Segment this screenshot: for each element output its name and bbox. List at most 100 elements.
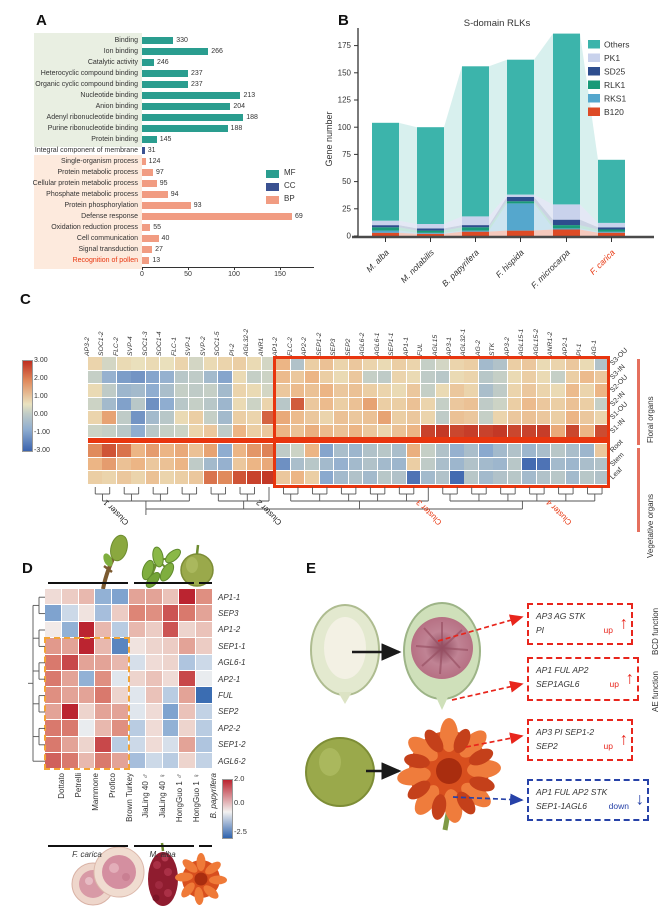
go-term-bar: [142, 59, 154, 66]
d-heatmap-cell: [145, 589, 162, 605]
b-legend-swatch: [588, 107, 600, 116]
c-heatmap-cell: [565, 411, 580, 424]
c-heatmap-cell: [551, 444, 565, 457]
go-term-count: 145: [159, 136, 172, 143]
c-heatmap-cell: [377, 397, 392, 411]
stacked-bar-segment-SD25: [462, 225, 489, 228]
c-heatmap-cell: [189, 424, 203, 438]
d-heatmap-cell: [129, 621, 145, 638]
d-heatmap-cell: [95, 736, 112, 752]
c-heatmap-cell: [450, 444, 464, 457]
c-heatmap-cell: [363, 357, 377, 370]
c-heatmap-cell: [435, 411, 450, 424]
stacked-bar-segment-RKS1: [507, 203, 534, 231]
c-heatmap-cell: [348, 457, 363, 471]
c-heatmap-cell: [580, 370, 594, 384]
c-heatmap-cell: [478, 357, 493, 370]
c-heatmap-cell: [450, 357, 464, 370]
flow-band-B120: [399, 232, 417, 236]
stacked-bar-segment-SD25: [598, 227, 625, 230]
flow-band-Others: [489, 59, 507, 217]
c-heatmap-cell: [580, 444, 594, 457]
c-heatmap-cell: [334, 444, 348, 457]
c-heatmap-cell: [116, 357, 131, 370]
gene-set-line: AP1 FUL AP2 STK: [536, 787, 608, 797]
c-heatmap-cell: [522, 384, 536, 397]
d-heatmap-cell: [196, 654, 212, 670]
d-heatmap-cell: [179, 638, 196, 654]
b-y-tick-label: 175: [338, 41, 352, 50]
c-heatmap-cell: [145, 457, 160, 471]
go-term-label: Binding: [114, 37, 138, 44]
d-heatmap-cell: [179, 671, 196, 687]
c-heatmap-cell: [551, 457, 565, 471]
go-term-count: 97: [156, 169, 164, 176]
gene-set-box: AP1 FUL AP2 STK SEP1-1AGL6 down ↓: [527, 779, 649, 821]
c-heatmap-cell: [174, 384, 189, 397]
d-heatmap-cell: [196, 638, 212, 654]
c-heatmap-cell: [551, 357, 565, 370]
go-term-label: Protein phosphorylation: [64, 202, 138, 209]
go-term-bar: [142, 70, 188, 77]
stacked-bar-segment-SD25: [372, 225, 399, 228]
c-heatmap-cell: [478, 384, 493, 397]
flow-band-RLK1: [444, 227, 462, 233]
flow-band-SD25: [534, 196, 553, 226]
d-heatmap-cell: [78, 736, 95, 752]
c-heatmap-cell: [421, 357, 435, 370]
go-term-count: 213: [243, 92, 256, 99]
regulation-tag: up: [603, 625, 613, 636]
d-row-label: SEP1-2: [218, 740, 246, 750]
stacked-bar-segment-RKS1: [462, 230, 489, 232]
d-heatmap-cell: [112, 638, 128, 654]
a-x-axis-tick: [280, 267, 281, 270]
c-heatmap-cell: [450, 471, 464, 484]
flow-band-Others: [534, 33, 553, 205]
d-heatmap-cell: [196, 671, 212, 687]
c-heatmap-cell: [580, 397, 594, 411]
c-heatmap-cell: [551, 397, 565, 411]
d-heatmap-cell: [162, 621, 179, 638]
c-heatmap-cell: [565, 397, 580, 411]
d-top-group-bar: [134, 581, 194, 584]
c-heatmap-cell: [305, 411, 319, 424]
c-heatmap-cell: [348, 471, 363, 484]
bcd-function-label: BCD function: [651, 607, 660, 655]
d-heatmap-cell: [179, 654, 196, 670]
c-heatmap-cell: [522, 397, 536, 411]
d-row-label: AGL6-1: [218, 658, 246, 668]
c-heatmap-cell: [189, 397, 203, 411]
go-term-count: 246: [156, 59, 169, 66]
d-heatmap-cell: [129, 589, 145, 605]
c-heatmap-cell: [421, 471, 435, 484]
go-term-label: Cell communication: [76, 235, 138, 242]
c-heatmap-cell: [406, 444, 421, 457]
flow-band-PK1: [580, 204, 598, 228]
c-heatmap-cell: [478, 411, 493, 424]
c-heatmap-cell: [565, 424, 580, 438]
go-term-count: 94: [170, 191, 179, 198]
c-heatmap-cell: [174, 471, 189, 484]
c-heatmap-cell: [536, 444, 551, 457]
c-heatmap-cell: [218, 457, 232, 471]
go-term-label: Cellular protein metabolic process: [32, 180, 138, 187]
d-heatmap-cell: [45, 589, 61, 605]
flow-band-SD25: [489, 196, 507, 228]
c-heatmap-cell: [493, 411, 508, 424]
d-heatmap-cell: [95, 671, 112, 687]
c-heatmap-cell: [507, 357, 522, 370]
d-bottom-group-line: [199, 845, 212, 847]
c-heatmap-cell: [261, 444, 276, 457]
regulation-tag: down: [608, 801, 629, 812]
c-heatmap-cell: [478, 397, 493, 411]
c-heatmap-cell: [421, 397, 435, 411]
flow-band-RLK1: [534, 201, 553, 229]
c-heatmap-cell: [203, 424, 218, 438]
c-heatmap-cell: [102, 384, 117, 397]
go-term-bar: [142, 37, 174, 44]
c-heatmap-cell: [363, 397, 377, 411]
c-heatmap-cell: [435, 357, 450, 370]
d-heatmap-cell: [179, 687, 196, 703]
go-term-bar: [142, 147, 145, 154]
c-heatmap-cell: [290, 457, 305, 471]
